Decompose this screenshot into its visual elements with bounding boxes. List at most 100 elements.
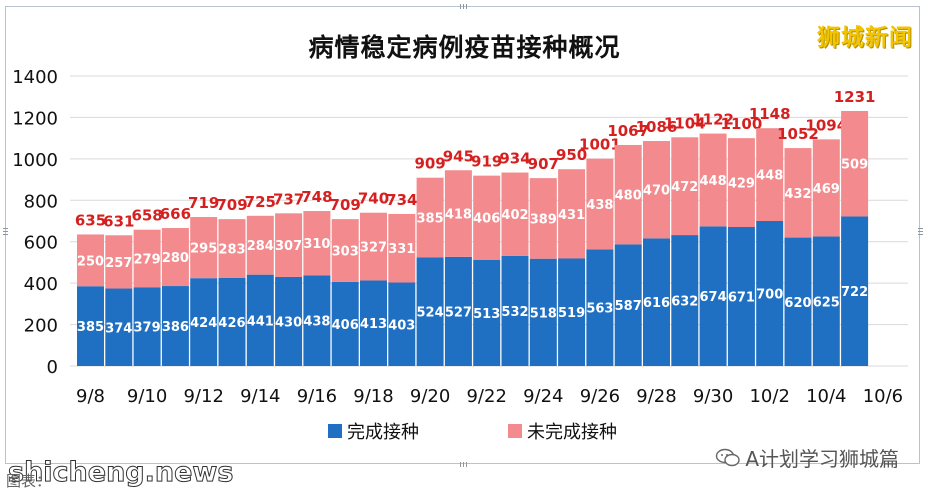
x-tick-label: 9/16 xyxy=(297,386,337,407)
data-label-completed: 620 xyxy=(784,296,811,311)
data-label-incomplete: 303 xyxy=(332,245,359,260)
data-label-completed: 406 xyxy=(332,318,359,333)
bar-completed xyxy=(416,257,444,366)
bar-incomplete xyxy=(643,141,670,239)
resize-handle-bottom[interactable] xyxy=(460,462,469,467)
x-tick-label: 9/12 xyxy=(183,386,223,407)
bar-incomplete xyxy=(756,128,784,221)
watermark-account: A计划学习狮城篇 xyxy=(715,443,899,472)
data-label-completed: 587 xyxy=(615,299,642,314)
resize-handle-right[interactable] xyxy=(918,226,923,235)
bar-completed xyxy=(699,226,727,366)
data-label-incomplete: 429 xyxy=(728,177,755,192)
data-label-total: 1086 xyxy=(636,118,678,136)
data-label-completed: 524 xyxy=(417,306,444,321)
data-label-completed: 513 xyxy=(473,307,500,322)
bar-completed xyxy=(841,216,869,366)
bar-completed xyxy=(161,286,189,366)
data-label-completed: 671 xyxy=(728,291,755,306)
bar-incomplete xyxy=(558,169,586,259)
x-tick-label: 9/14 xyxy=(240,386,280,407)
data-label-total: 734 xyxy=(386,191,417,209)
x-tick-label: 9/30 xyxy=(693,386,733,407)
x-tick-label: 10/4 xyxy=(806,386,846,407)
data-label-completed: 616 xyxy=(643,296,670,311)
caption-text: 图表： xyxy=(6,472,52,490)
bar-completed xyxy=(303,275,331,366)
data-label-incomplete: 438 xyxy=(586,198,613,213)
x-tick-label: 10/6 xyxy=(863,386,903,407)
bar-completed xyxy=(218,277,246,366)
watermark-site: shicheng.news xyxy=(7,457,234,489)
bar-completed xyxy=(246,274,274,366)
data-label-completed: 518 xyxy=(530,306,557,321)
data-label-incomplete: 331 xyxy=(388,242,415,257)
data-label-total: 635 xyxy=(75,211,106,229)
x-tick-label: 9/18 xyxy=(353,386,393,407)
bar-completed xyxy=(105,288,133,366)
y-tick-label: 1400 xyxy=(12,67,58,88)
x-tick-label: 9/28 xyxy=(636,386,676,407)
data-label-incomplete: 327 xyxy=(360,241,387,256)
data-label-total: 631 xyxy=(103,212,134,230)
data-label-incomplete: 310 xyxy=(303,237,330,252)
data-label-incomplete: 472 xyxy=(671,180,698,195)
bar-incomplete xyxy=(331,219,359,282)
data-label-incomplete: 432 xyxy=(784,187,811,202)
data-label-incomplete: 469 xyxy=(813,182,840,197)
data-label-completed: 441 xyxy=(247,314,274,329)
data-label-total: 919 xyxy=(471,153,502,171)
bar-completed xyxy=(473,259,501,366)
brand-logo-text: 狮城新闻 xyxy=(817,25,913,51)
bar-incomplete xyxy=(416,177,444,258)
data-label-incomplete: 509 xyxy=(841,158,868,173)
data-label-total: 725 xyxy=(245,193,276,211)
x-tick-label: 9/8 xyxy=(76,386,105,407)
bar-completed xyxy=(388,282,416,366)
data-label-completed: 563 xyxy=(586,302,613,317)
bar-completed xyxy=(614,244,642,366)
data-label-total: 709 xyxy=(330,196,361,214)
bar-incomplete xyxy=(529,178,557,259)
data-label-completed: 519 xyxy=(558,306,585,321)
data-label-incomplete: 250 xyxy=(77,254,104,269)
data-label-total: 1052 xyxy=(777,125,819,143)
data-label-incomplete: 448 xyxy=(700,174,727,189)
y-tick-label: 800 xyxy=(24,191,58,212)
data-label-total: 740 xyxy=(358,190,389,208)
bar-incomplete xyxy=(218,219,246,278)
bar-incomplete xyxy=(444,170,472,257)
y-tick-label: 200 xyxy=(24,316,58,337)
bar-completed xyxy=(812,236,840,366)
data-label-total: 666 xyxy=(160,205,191,223)
chart-title: 病情稳定病例疫苗接种概况 xyxy=(308,33,621,62)
bar-completed xyxy=(360,280,387,366)
data-label-total: 719 xyxy=(188,194,219,212)
data-label-incomplete: 480 xyxy=(615,189,642,204)
bar-completed xyxy=(529,258,557,366)
watermark-account-text: A计划学习狮城篇 xyxy=(745,447,899,471)
bar-incomplete xyxy=(671,137,699,236)
bar-completed xyxy=(331,281,359,366)
legend-item-incomplete: 未完成接种 xyxy=(508,418,617,444)
legend-label-incomplete: 未完成接种 xyxy=(527,422,617,443)
legend-swatch-completed xyxy=(328,424,342,438)
data-label-completed: 379 xyxy=(134,321,161,336)
data-label-completed: 424 xyxy=(190,316,217,331)
data-label-incomplete: 470 xyxy=(643,184,670,199)
y-tick-label: 1200 xyxy=(12,108,58,129)
data-label-total: 748 xyxy=(301,188,332,206)
y-tick-label: 1000 xyxy=(12,150,58,171)
data-label-incomplete: 406 xyxy=(473,212,500,227)
resize-handle-top[interactable] xyxy=(460,4,469,9)
data-label-completed: 413 xyxy=(360,317,387,332)
data-label-incomplete: 431 xyxy=(558,208,585,223)
legend-label-completed: 完成接种 xyxy=(347,422,419,443)
data-label-completed: 426 xyxy=(218,316,245,331)
bar-incomplete xyxy=(246,215,274,275)
bar-incomplete xyxy=(360,212,387,281)
resize-handle-left[interactable] xyxy=(3,226,8,235)
data-label-completed: 385 xyxy=(77,320,104,335)
x-tick-label: 9/26 xyxy=(580,386,620,407)
bar-incomplete xyxy=(190,217,218,279)
